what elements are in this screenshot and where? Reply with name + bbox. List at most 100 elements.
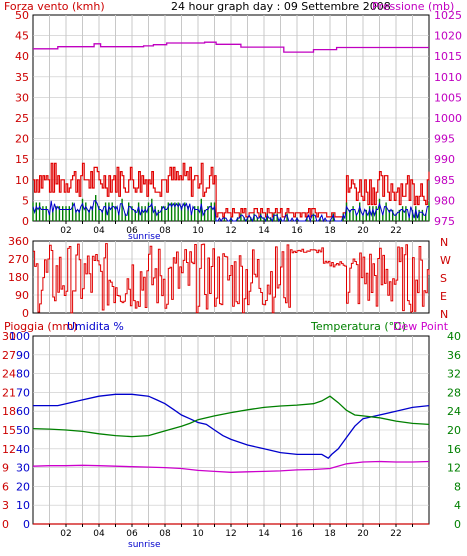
pressure-y-ticks: 975 980 985 990 995 1000 1005 1010 1015 1020 1025 (434, 9, 462, 228)
pressure-y-tick: 1005 (434, 91, 462, 104)
wind-y-tick: 40 (15, 50, 29, 63)
temperature-y-tick: 32 (447, 368, 461, 381)
wind-y-tick: 50 (15, 9, 29, 22)
x-tick-label: 22 (390, 529, 401, 539)
pressure-y-tick: 995 (434, 133, 455, 146)
x-tick-label: 12 (225, 529, 236, 539)
wind-y-tick: 35 (15, 71, 29, 84)
x-tick-label: 02 (60, 226, 71, 236)
temperature-line (32, 395, 430, 438)
humidity-y-tick: 20 (16, 480, 30, 493)
humidity-axis-title: Umidita % (67, 320, 124, 333)
compass-label: N (440, 308, 448, 321)
wind-x-ticks: 02 04 06 08 10 12 14 16 18 20 22 (49, 221, 413, 236)
direction-series (33, 243, 430, 314)
rain-y-tick: 27 (2, 349, 16, 362)
direction-y-ticks: 0 90 180 270 360 (8, 235, 29, 320)
x-tick-label: 06 (126, 529, 138, 539)
compass-label: E (440, 290, 447, 303)
x-tick-label: 04 (93, 226, 105, 236)
direction-y-tick: 360 (8, 235, 29, 248)
temperature-y-tick: 8 (454, 480, 461, 493)
rain-y-tick: 12 (2, 443, 16, 456)
x-tick-label: 14 (258, 529, 270, 539)
x-tick-label: 06 (126, 226, 138, 236)
wind-axis-title: Forza vento (kmh) (4, 0, 105, 13)
wind-y-tick: 15 (15, 153, 29, 166)
rain-y-tick: 6 (2, 480, 9, 493)
pressure-y-tick: 1015 (434, 50, 462, 63)
temperature-y-tick: 40 (447, 330, 461, 343)
wind-mean-line (32, 200, 429, 223)
humidity-y-tick: 40 (16, 443, 30, 456)
sunrise-label-bottom: sunrise (128, 540, 161, 550)
wind-y-ticks: 0 5 10 15 20 25 30 35 40 45 50 (15, 9, 29, 228)
humidity-y-tick: 30 (16, 462, 30, 475)
rain-y-tick: 24 (2, 368, 16, 381)
temperature-y-tick: 0 (454, 518, 461, 531)
temperature-y-tick: 28 (447, 386, 461, 399)
pressure-axis-title: Pressione (mb) (372, 0, 454, 13)
x-tick-label: 18 (324, 529, 336, 539)
x-tick-label: 08 (159, 529, 171, 539)
rain-y-tick: 3 (2, 499, 9, 512)
temperature-y-tick: 24 (447, 405, 461, 418)
wind-y-tick: 30 (15, 91, 29, 104)
dewpoint-line (32, 460, 430, 473)
humidity-y-tick: 0 (23, 518, 30, 531)
pressure-y-tick: 1020 (434, 30, 462, 43)
compass-label: W (440, 254, 451, 267)
humidity-y-tick: 50 (16, 424, 30, 437)
humidity-y-ticks: 0 10 20 30 40 50 60 70 80 90 100 (9, 330, 30, 531)
temp-grid (33, 336, 429, 524)
rain-y-tick: 15 (2, 424, 16, 437)
rain-y-tick: 0 (2, 518, 9, 531)
pressure-y-tick: 1010 (434, 71, 462, 84)
pressure-series (33, 41, 429, 53)
dewpoint-axis-title: Dew Point (393, 320, 449, 333)
wind-series (32, 162, 430, 223)
direction-y-tick: 180 (8, 271, 29, 284)
rain-y-tick: 18 (2, 405, 16, 418)
x-tick-label: 22 (390, 226, 401, 236)
humidity-line (33, 393, 430, 460)
pressure-line (33, 41, 429, 53)
direction-y-tick: 90 (15, 289, 29, 302)
x-tick-label: 16 (291, 529, 303, 539)
humidity-y-tick: 90 (16, 349, 30, 362)
humidity-y-tick: 70 (16, 386, 30, 399)
humidity-y-tick: 100 (9, 330, 30, 343)
wind-y-tick: 0 (22, 215, 29, 228)
temperature-y-tick: 36 (447, 349, 461, 362)
x-tick-label: 02 (60, 529, 71, 539)
x-tick-label: 10 (192, 226, 204, 236)
rain-y-tick: 21 (2, 386, 16, 399)
temp-x-ticks: 02 04 06 08 10 12 14 16 18 20 22 (49, 524, 413, 539)
x-tick-label: 04 (93, 529, 105, 539)
pressure-y-tick: 975 (434, 215, 455, 228)
x-tick-label: 14 (258, 226, 270, 236)
sunrise-label: sunrise (128, 232, 161, 242)
rain-axis-title: Pioggia (mm) (4, 320, 77, 333)
wind-pressure-chart: Forza vento (kmh) 24 hour graph day : 09… (4, 0, 462, 242)
x-tick-label: 18 (324, 226, 336, 236)
temperature-axis-title: Temperatura (°C) (310, 320, 406, 333)
x-tick-label: 12 (225, 226, 236, 236)
pressure-y-tick: 990 (434, 153, 455, 166)
temperature-y-tick: 4 (454, 499, 461, 512)
compass-label: S (440, 272, 447, 285)
x-tick-label: 16 (291, 226, 303, 236)
wind-y-tick: 10 (15, 174, 29, 187)
x-tick-label: 20 (357, 529, 369, 539)
wind-gust-line (33, 162, 430, 218)
pressure-y-tick: 985 (434, 174, 455, 187)
x-tick-label: 10 (192, 529, 204, 539)
x-tick-label: 20 (357, 226, 369, 236)
x-tick-label: 08 (159, 226, 171, 236)
temperature-y-ticks: 0 4 8 12 16 20 24 28 32 36 40 (447, 330, 461, 531)
temperature-y-tick: 16 (447, 443, 461, 456)
